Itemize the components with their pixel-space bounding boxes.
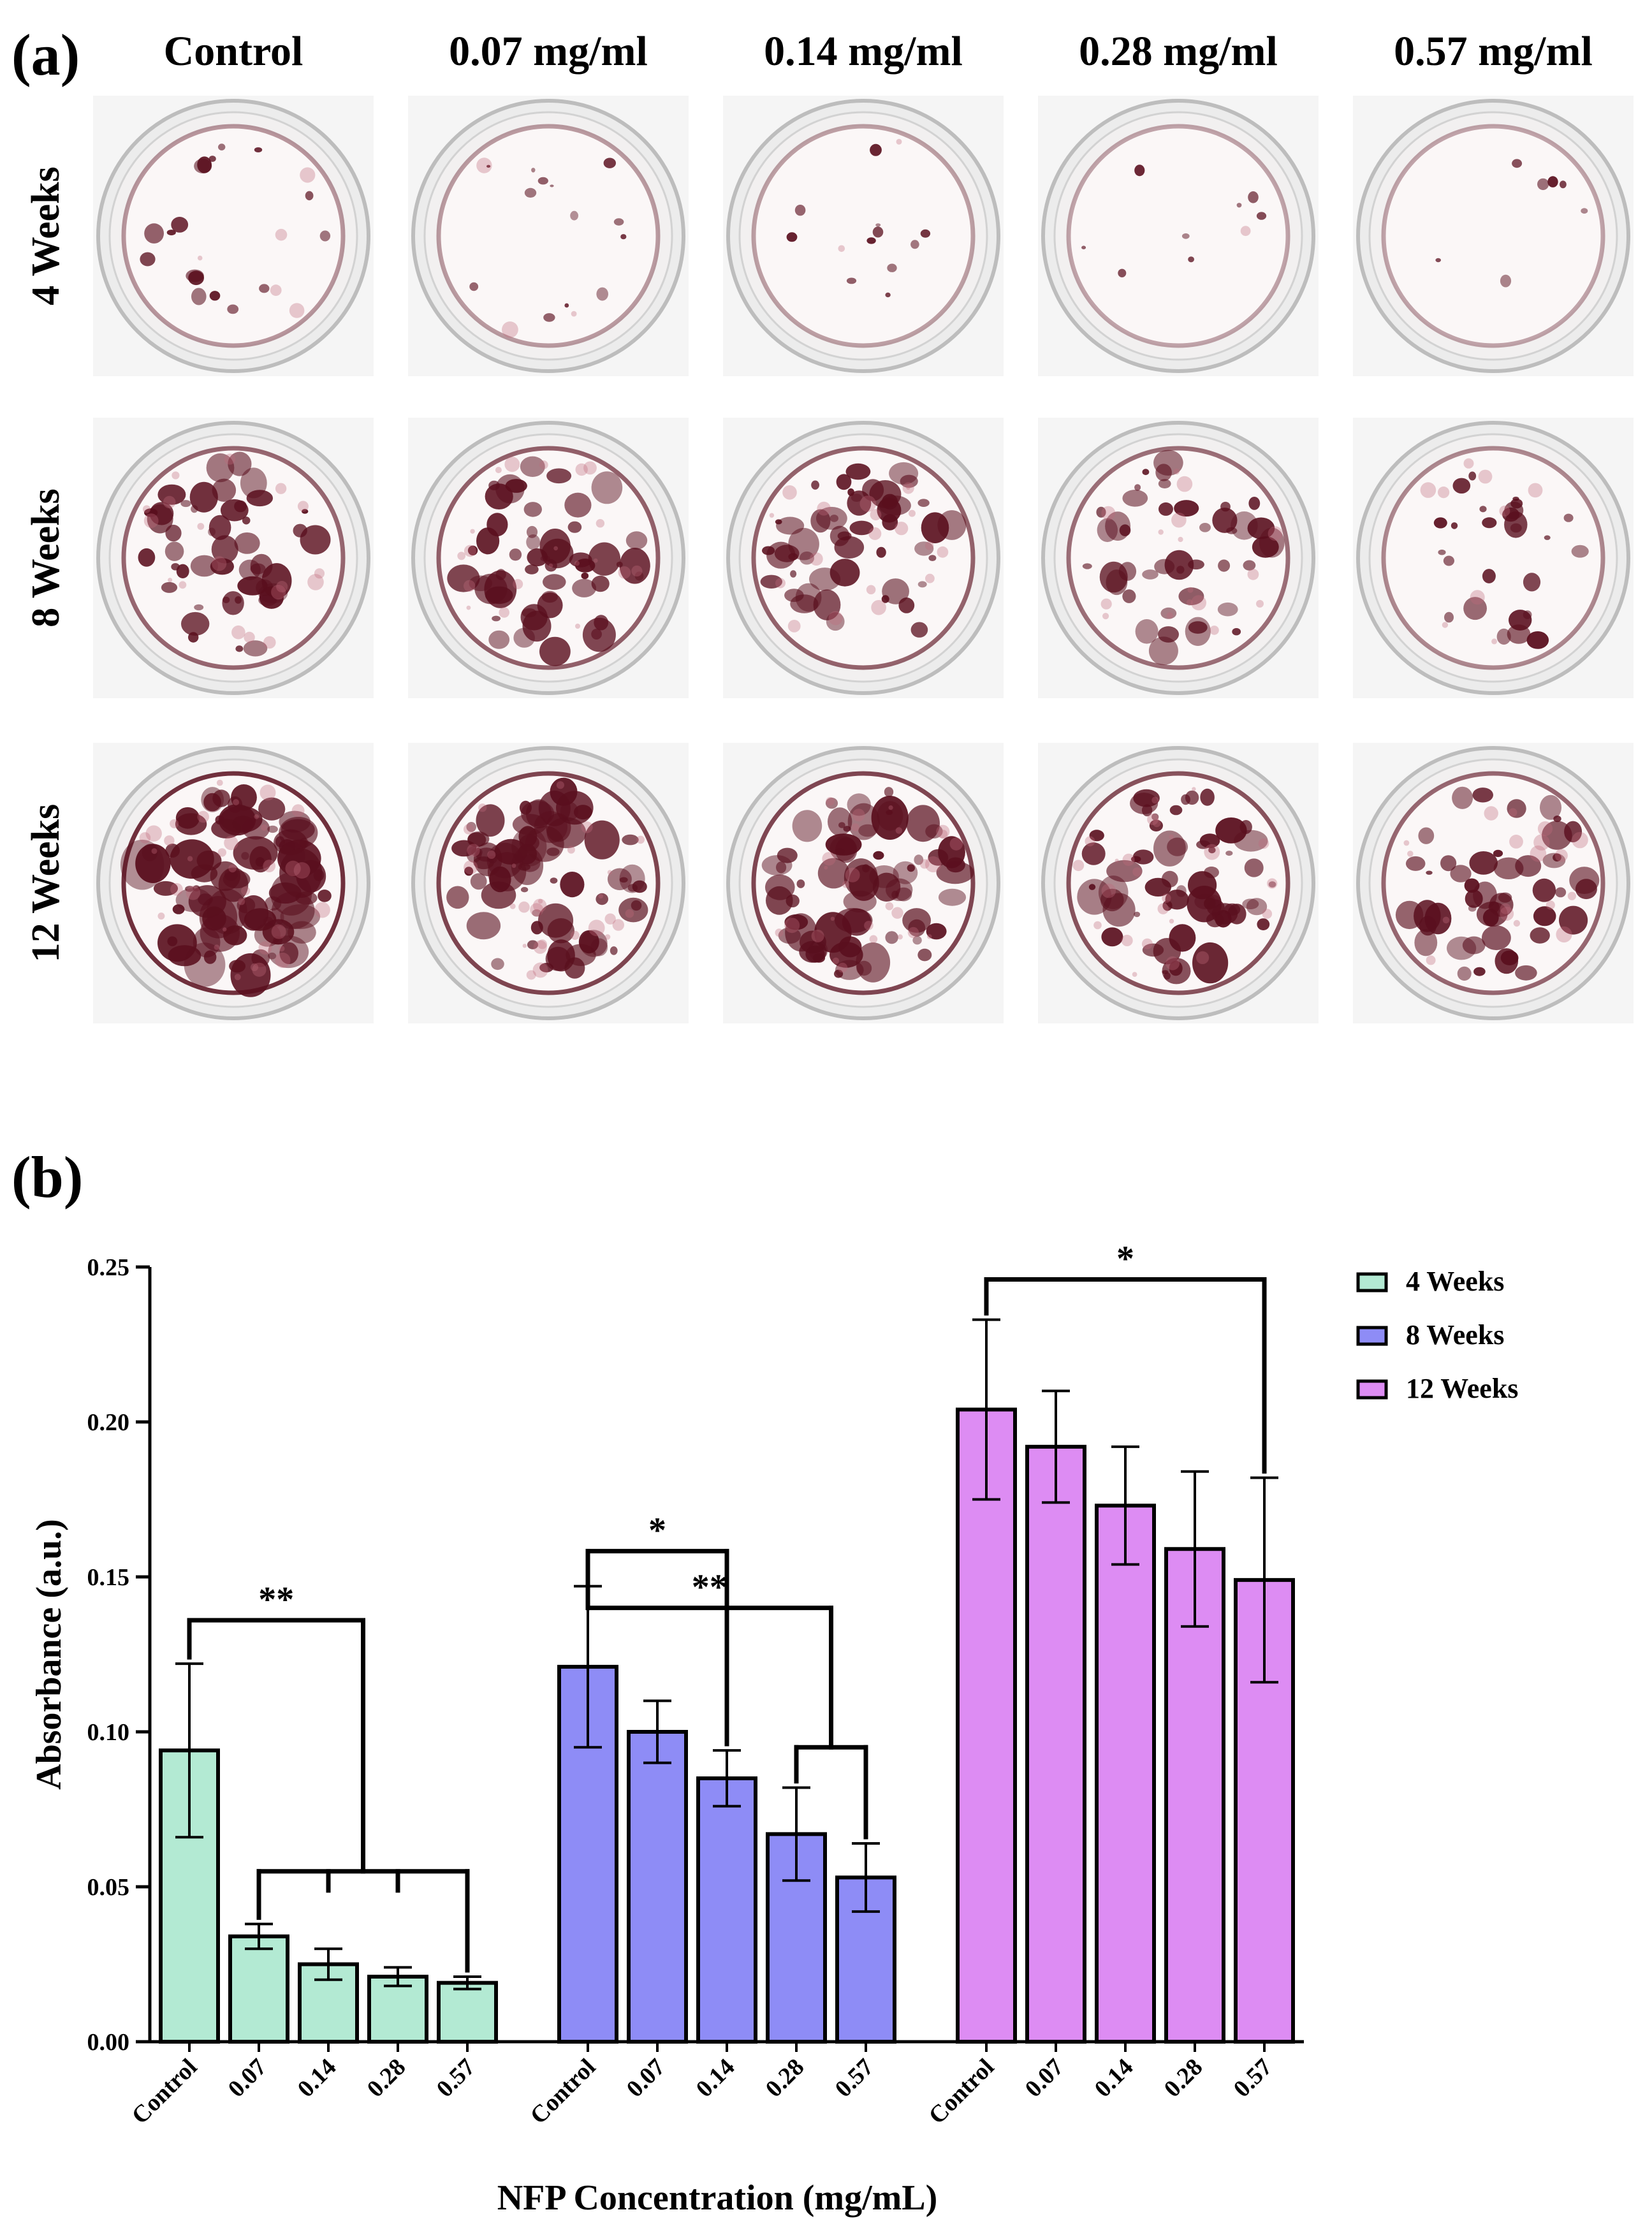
legend-label: 4 Weeks bbox=[1406, 1266, 1504, 1297]
legend-swatch bbox=[1356, 1272, 1388, 1292]
bar bbox=[367, 1974, 428, 2044]
y-tick-label: 0.05 bbox=[87, 1874, 130, 1901]
bar bbox=[627, 1730, 688, 2044]
well-image bbox=[1038, 96, 1319, 376]
x-tick-label: 0.14 bbox=[1090, 2054, 1139, 2103]
x-tick-label: 0.14 bbox=[293, 2054, 342, 2103]
well-image bbox=[408, 96, 689, 376]
x-tick-label: 0.57 bbox=[1229, 2054, 1278, 2103]
x-tick-label: 0.07 bbox=[622, 2054, 671, 2103]
absorbance-bar-chart: ****** 0.000.050.100.150.200.25Absorbanc… bbox=[29, 1239, 1518, 2218]
bar bbox=[956, 1407, 1017, 2044]
well-image bbox=[93, 96, 374, 376]
well-image bbox=[723, 96, 1004, 376]
well-image bbox=[1038, 743, 1319, 1023]
row-label-12-weeks: 12 Weeks bbox=[24, 803, 68, 963]
x-tick-label: 0.57 bbox=[432, 2054, 481, 2103]
significance-label: * bbox=[1116, 1239, 1134, 1278]
significance-label: ** bbox=[692, 1568, 727, 1607]
well-image bbox=[1353, 418, 1634, 698]
x-tick-label: Control bbox=[924, 2054, 1000, 2130]
panel-b-label: (b) bbox=[11, 1145, 84, 1210]
row-label-8-weeks: 8 Weeks bbox=[24, 488, 68, 627]
significance-label: * bbox=[648, 1511, 666, 1551]
x-tick-label: 0.57 bbox=[830, 2054, 879, 2103]
x-tick-label: 0.28 bbox=[362, 2054, 411, 2103]
column-label-0-14: 0.14 mg/ml bbox=[764, 28, 963, 75]
x-axis-title: NFP Concentration (mg/mL) bbox=[497, 2178, 938, 2218]
y-tick-label: 0.10 bbox=[87, 1719, 130, 1746]
x-tick-label: Control bbox=[525, 2054, 601, 2130]
y-tick-label: 0.20 bbox=[87, 1409, 130, 1436]
column-label-0-28: 0.28 mg/ml bbox=[1079, 28, 1278, 75]
well-image bbox=[1353, 96, 1634, 376]
x-tick-label: Control bbox=[127, 2054, 203, 2130]
well-image bbox=[93, 743, 374, 1023]
panel-a-label: (a) bbox=[11, 22, 80, 87]
well-image bbox=[723, 418, 1004, 698]
legend-swatch bbox=[1356, 1326, 1388, 1346]
well-image bbox=[723, 743, 1004, 1023]
y-axis-title: Absorbance (a.u.) bbox=[29, 1519, 69, 1790]
x-tick-label: 0.28 bbox=[761, 2054, 810, 2103]
well-image bbox=[408, 418, 689, 698]
significance-label: ** bbox=[258, 1580, 294, 1620]
bar bbox=[1025, 1444, 1086, 2044]
x-tick-label: 0.07 bbox=[1020, 2054, 1069, 2103]
well-image bbox=[408, 743, 689, 1023]
column-label-0-57: 0.57 mg/ml bbox=[1394, 28, 1593, 75]
well-image bbox=[1038, 418, 1319, 698]
column-label-control: Control bbox=[163, 28, 303, 75]
bar bbox=[437, 1981, 498, 2044]
y-tick-label: 0.25 bbox=[87, 1254, 130, 1281]
column-label-0-07: 0.07 mg/ml bbox=[449, 28, 648, 75]
well-image bbox=[93, 418, 374, 698]
y-tick-label: 0.15 bbox=[87, 1564, 130, 1591]
legend-swatch bbox=[1356, 1379, 1388, 1400]
bar bbox=[696, 1776, 757, 2044]
x-tick-label: 0.28 bbox=[1159, 2054, 1208, 2103]
x-tick-label: 0.14 bbox=[691, 2054, 740, 2103]
bar bbox=[1095, 1504, 1156, 2044]
row-label-4-weeks: 4 Weeks bbox=[24, 166, 68, 305]
x-tick-label: 0.07 bbox=[223, 2054, 272, 2103]
y-tick-label: 0.00 bbox=[87, 2029, 130, 2056]
legend-label: 8 Weeks bbox=[1406, 1319, 1504, 1351]
well-image bbox=[1353, 743, 1634, 1023]
bar bbox=[835, 1875, 896, 2044]
legend-label: 12 Weeks bbox=[1406, 1373, 1518, 1404]
bar bbox=[228, 1934, 289, 2044]
